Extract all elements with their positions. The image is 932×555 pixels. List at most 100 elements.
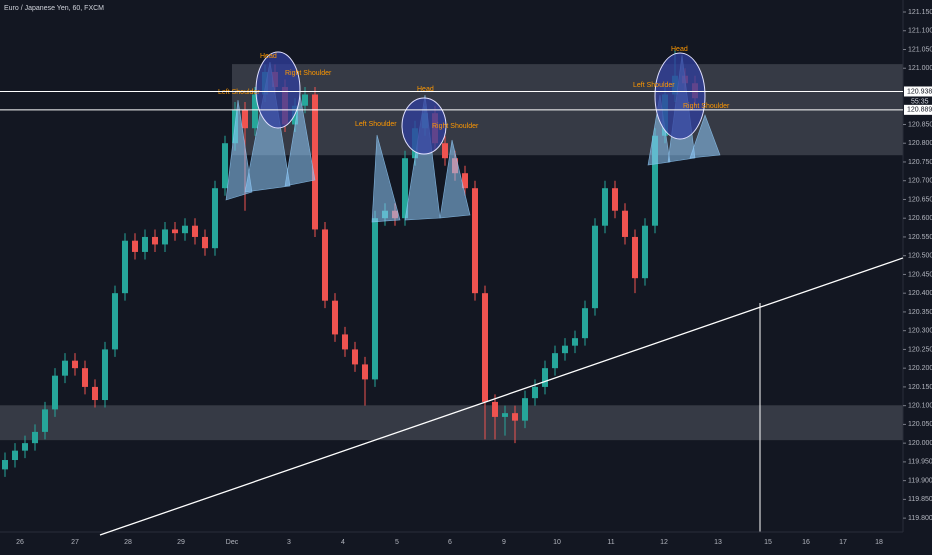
candle-body <box>602 188 608 226</box>
candle-body <box>592 225 598 309</box>
x-tick-label: 27 <box>71 539 79 546</box>
candle-body <box>652 135 658 226</box>
candle-body <box>562 345 568 354</box>
x-tick-label: Dec <box>226 539 239 546</box>
shoulder-triangle <box>689 114 721 159</box>
candle-body <box>552 353 558 369</box>
trendline <box>99 257 904 536</box>
x-tick-label: 26 <box>16 539 24 546</box>
x-tick-label: 16 <box>802 539 810 546</box>
head-circle <box>401 97 447 155</box>
y-tick-label: 120.600 <box>908 215 932 222</box>
candle-body <box>462 173 468 189</box>
y-tick-label: 120.500 <box>908 253 932 260</box>
candle-body <box>222 143 228 189</box>
candle-body <box>402 158 408 219</box>
head-triangle <box>404 94 441 221</box>
y-tick-label: 121.150 <box>908 9 932 16</box>
candle-body <box>122 240 128 294</box>
x-tick-label: 10 <box>553 539 561 546</box>
candle-body <box>112 293 118 350</box>
y-tick-label: 120.850 <box>908 121 932 128</box>
candle-body <box>372 218 378 380</box>
candle-body <box>442 143 448 159</box>
shoulder-triangle <box>284 94 316 187</box>
x-tick-label: 29 <box>177 539 185 546</box>
shoulder-triangle <box>439 139 471 219</box>
price-label-box <box>904 86 932 97</box>
candle-body <box>152 236 158 245</box>
x-tick-label: 12 <box>660 539 668 546</box>
y-tick-label: 120.250 <box>908 346 932 353</box>
candle-body <box>352 349 358 365</box>
x-tick-label: 3 <box>287 539 291 546</box>
annotation: Right Shoulder <box>285 70 332 77</box>
y-tick-label: 120.700 <box>908 178 932 185</box>
shoulder-triangle <box>225 99 253 201</box>
shoulder-triangle <box>371 134 401 223</box>
candle-body <box>172 229 178 234</box>
y-tick-label: 121.000 <box>908 65 932 72</box>
candle-body <box>302 94 308 106</box>
candle-body <box>642 225 648 279</box>
y-tick-label: 120.300 <box>908 328 932 335</box>
zone <box>0 405 903 441</box>
y-tick-label: 120.800 <box>908 140 932 147</box>
x-tick-label: 13 <box>714 539 722 546</box>
patterns <box>225 51 721 223</box>
candle-body <box>502 413 508 417</box>
y-tick-label: 120.200 <box>908 365 932 372</box>
candle-body <box>132 240 138 252</box>
candle-body <box>572 338 578 346</box>
x-tick-label: 5 <box>395 539 399 546</box>
y-tick-label: 120.150 <box>908 384 932 391</box>
x-tick-label: 4 <box>341 539 345 546</box>
price-label: 120.889 <box>907 107 932 114</box>
candle-body <box>532 386 538 399</box>
candle-body <box>82 368 88 387</box>
candle-body <box>522 398 528 421</box>
y-tick-label: 120.550 <box>908 234 932 241</box>
head-circle <box>654 52 706 140</box>
y-tick-label: 119.800 <box>908 515 932 522</box>
candle-body <box>22 443 28 451</box>
y-tick-label: 120.750 <box>908 159 932 166</box>
y-tick-label: 121.100 <box>908 28 932 35</box>
candle-body <box>2 460 8 470</box>
candle-body <box>192 225 198 237</box>
x-tick-label: 11 <box>607 539 614 546</box>
price-label: 120.938 <box>907 88 932 95</box>
candle-body <box>42 409 48 432</box>
candle-body <box>362 364 368 380</box>
candle-body <box>252 94 258 129</box>
x-tick-label: 15 <box>764 539 772 546</box>
candle-body <box>72 360 78 369</box>
candle-body <box>142 236 148 252</box>
candle-body <box>242 109 248 129</box>
annotation: Right Shoulder <box>432 123 479 130</box>
candle-body <box>212 188 218 249</box>
x-tick-label: 9 <box>502 539 506 546</box>
y-tick-label: 120.400 <box>908 290 932 297</box>
candle-body <box>102 349 108 401</box>
candle-body <box>202 236 208 249</box>
annotation: Left Shoulder <box>218 89 260 96</box>
candle-body <box>312 94 318 230</box>
candle-body <box>582 308 588 339</box>
y-tick-label: 120.000 <box>908 440 932 447</box>
candle-body <box>612 188 618 211</box>
y-tick-label: 120.350 <box>908 309 932 316</box>
annotation: Head <box>417 86 434 93</box>
annotation: Left Shoulder <box>355 121 397 128</box>
candle-body <box>162 229 168 245</box>
y-tick-label: 121.050 <box>908 46 932 53</box>
price-label-box <box>904 104 932 115</box>
candle-body <box>62 360 68 376</box>
annotation: Left Shoulder <box>633 82 675 89</box>
y-tick-label: 119.900 <box>908 477 932 484</box>
x-tick-label: 17 <box>839 539 847 546</box>
annotations: Head Left Shoulder Right Shoulder Left S… <box>218 46 730 130</box>
countdown: 55:35 <box>911 98 929 105</box>
candle-body <box>32 431 38 444</box>
y-tick-label: 120.650 <box>908 196 932 203</box>
